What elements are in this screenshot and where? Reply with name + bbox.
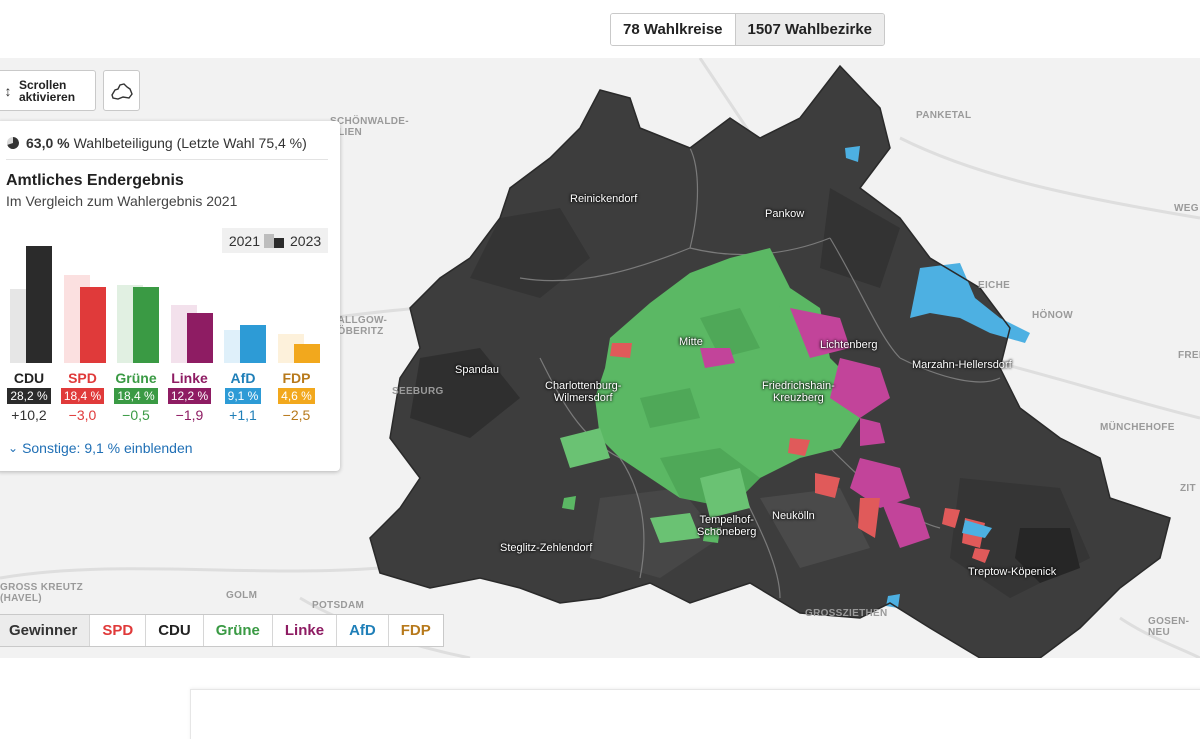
place-label: MÜNCHEHOFE	[1100, 422, 1175, 433]
party-percent-badge: 9,1 %	[224, 388, 262, 404]
party-diff: −2,5	[282, 407, 311, 423]
view-toggle: 78 Wahlkreise 1507 Wahlbezirke	[610, 13, 886, 46]
district-label: Charlottenburg- Wilmersdorf	[545, 380, 622, 404]
party-percent-badge: 18,4 %	[114, 388, 158, 404]
filter-tab-linke[interactable]: Linke	[271, 615, 337, 646]
place-label: GROSSZIETHEN	[805, 608, 888, 619]
legend-2021: 2021	[228, 232, 260, 249]
toggle-wahlbezirke-button[interactable]: 1507 Wahlbezirke	[734, 14, 885, 45]
party-col-fdp: FDP 4,6 % −2,5	[270, 370, 324, 423]
district-label: Treptow-Köpenick	[968, 566, 1057, 578]
legend-2023-swatch	[274, 237, 284, 248]
party-percent-badge: 12,2 %	[167, 388, 212, 404]
place-label: GOSEN-NEU	[1148, 616, 1190, 638]
place-label: EICHE	[978, 280, 1011, 291]
party-name: FDP	[282, 370, 311, 386]
place-label: GOLM	[226, 590, 258, 601]
party-col-linke: Linke 12,2 % −1,9	[163, 370, 217, 423]
party-diff: +10,2	[11, 407, 47, 423]
year-legend: 2021 2023	[222, 228, 328, 253]
berlin-outline-icon	[110, 82, 133, 100]
scroll-button-label: Scrollen aktivieren	[19, 77, 76, 104]
party-diff: +1,1	[229, 407, 257, 423]
party-percent-badge: 18,4 %	[60, 388, 105, 404]
result-title: Amtliches Endergebnis	[6, 172, 184, 189]
place-label: PANKETAL	[916, 110, 972, 121]
district-label: Friedrichshain- Kreuzberg	[762, 380, 835, 404]
party-filter-tabs: Gewinner SPD CDU Grüne Linke AfD FDP	[0, 614, 444, 647]
party-diff: −1,9	[175, 407, 204, 423]
filter-tab-afd[interactable]: AfD	[336, 615, 388, 646]
place-label: FRED	[1178, 350, 1200, 361]
others-label: Sonstige: 9,1 % einblenden	[22, 440, 193, 456]
berlin-outline-button[interactable]	[103, 70, 140, 111]
berlin-results-map[interactable]: SCHÖNWALDE- GLIEN PANKETAL EICHE HÖNOW D…	[0, 58, 1200, 658]
party-col-afd: AfD 9,1 % +1,1	[216, 370, 270, 423]
show-others-link[interactable]: ⌄ Sonstige: 9,1 % einblenden	[8, 440, 193, 456]
vertical-arrows-icon: ↕	[4, 82, 12, 99]
district-label: Pankow	[765, 208, 805, 220]
filter-tab-fdp[interactable]: FDP	[387, 615, 443, 646]
place-label: DALLGOW- DÖBERITZ	[330, 315, 388, 337]
party-name: Grüne	[115, 370, 157, 386]
filter-tab-gewinner[interactable]: Gewinner	[0, 615, 90, 646]
district-label: Steglitz-Zehlendorf	[500, 542, 593, 554]
bar-2023-spd	[79, 286, 106, 363]
bar-2023-grüne	[133, 286, 159, 363]
filter-tab-cdu[interactable]: CDU	[145, 615, 203, 646]
district-label: Reinickendorf	[570, 193, 638, 205]
party-bar-chart	[10, 221, 330, 363]
scroll-activate-button[interactable]: ↕ Scrollen aktivieren	[0, 70, 96, 111]
party-col-spd: SPD 18,4 % −3,0	[56, 370, 110, 423]
place-label: SEEBURG	[392, 386, 444, 397]
party-diff: −0,5	[122, 407, 150, 423]
party-col-cdu: CDU 28,2 % +10,2	[2, 370, 56, 423]
party-name: SPD	[68, 370, 97, 386]
district-label: Mitte	[679, 336, 703, 348]
party-percent-badge: 28,2 %	[7, 388, 51, 404]
district-label: Lichtenberg	[820, 339, 878, 351]
turnout-value: 63,0 %	[26, 135, 70, 151]
district-label: Spandau	[455, 364, 500, 376]
district-label: Marzahn-Hellersdorf	[912, 359, 1012, 371]
place-label: POTSDAM	[312, 600, 365, 611]
district-label: Tempelhof- Schöneberg	[697, 514, 757, 538]
party-col-grüne: Grüne 18,4 % −0,5	[109, 370, 163, 423]
bar-2023-afd	[240, 325, 266, 363]
bar-2023-cdu	[26, 246, 52, 363]
place-label: SCHÖNWALDE- GLIEN	[330, 116, 409, 138]
bar-2023-linke	[186, 312, 213, 363]
filter-tab-spd[interactable]: SPD	[89, 615, 146, 646]
district-label: Neukölln	[772, 510, 815, 522]
turnout-pie-icon	[7, 137, 19, 149]
legend-2023: 2023	[290, 232, 322, 249]
place-label: GROSS KREUTZ (HAVEL)	[0, 582, 84, 604]
map-svg	[0, 58, 1200, 658]
turnout-row: 63,0 % Wahlbeteiligung (Letzte Wahl 75,4…	[6, 131, 328, 160]
party-diff: −3,0	[68, 407, 97, 423]
legend-2021-swatch	[264, 233, 274, 248]
toggle-wahlkreise-button[interactable]: 78 Wahlkreise	[611, 14, 735, 45]
bar-2023-fdp	[293, 344, 320, 363]
chevron-down-icon: ⌄	[8, 441, 19, 455]
filter-tab-grüne[interactable]: Grüne	[202, 615, 272, 646]
place-label: HÖNOW	[1032, 310, 1073, 321]
turnout-text: Wahlbeteiligung (Letzte Wahl 75,4 %)	[73, 135, 307, 151]
party-results-row: CDU 28,2 % +10,2 SPD 18,4 % −3,0 Grüne 18,4 % −0…	[4, 370, 328, 430]
party-name: Linke	[171, 370, 208, 386]
result-subtitle: Im Vergleich zum Wahlergebnis 2021	[6, 193, 238, 209]
party-percent-badge: 4,6 %	[278, 388, 315, 404]
party-name: CDU	[13, 370, 45, 386]
content-card	[190, 689, 1200, 739]
results-panel: 63,0 % Wahlbeteiligung (Letzte Wahl 75,4…	[0, 121, 340, 471]
party-name: AfD	[230, 370, 256, 386]
place-label: WEG	[1174, 203, 1199, 214]
place-label: ZIT	[1180, 483, 1196, 494]
